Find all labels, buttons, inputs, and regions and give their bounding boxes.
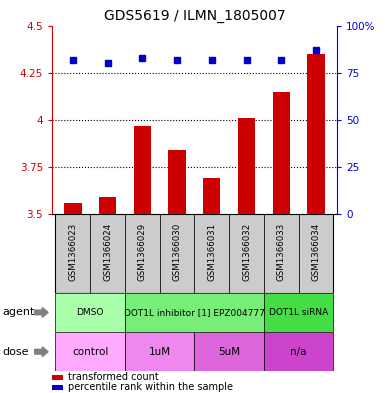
Bar bbox=[160, 214, 194, 293]
Text: GSM1366033: GSM1366033 bbox=[277, 223, 286, 281]
Text: GSM1366024: GSM1366024 bbox=[103, 223, 112, 281]
Bar bbox=[194, 332, 264, 371]
Text: GSM1366031: GSM1366031 bbox=[207, 223, 216, 281]
Text: GSM1366034: GSM1366034 bbox=[311, 223, 321, 281]
Bar bbox=[307, 54, 325, 214]
Text: GSM1366030: GSM1366030 bbox=[172, 223, 182, 281]
Bar bbox=[168, 150, 186, 214]
Title: GDS5619 / ILMN_1805007: GDS5619 / ILMN_1805007 bbox=[104, 9, 285, 23]
Bar bbox=[229, 214, 264, 293]
Text: GSM1366023: GSM1366023 bbox=[68, 223, 77, 281]
Text: DOT1L inhibitor [1] EPZ004777: DOT1L inhibitor [1] EPZ004777 bbox=[124, 308, 265, 317]
Text: GSM1366029: GSM1366029 bbox=[138, 223, 147, 281]
Bar bbox=[194, 214, 229, 293]
Bar bbox=[55, 332, 125, 371]
Bar bbox=[203, 178, 221, 214]
Bar bbox=[52, 385, 64, 389]
Bar bbox=[299, 214, 333, 293]
Text: 1uM: 1uM bbox=[149, 347, 171, 357]
Bar bbox=[52, 375, 64, 380]
Bar bbox=[125, 293, 264, 332]
Bar bbox=[264, 214, 299, 293]
Bar bbox=[125, 214, 160, 293]
Text: n/a: n/a bbox=[290, 347, 307, 357]
Text: transformed count: transformed count bbox=[68, 373, 158, 382]
Bar bbox=[238, 118, 255, 214]
Text: agent: agent bbox=[2, 307, 34, 318]
Bar bbox=[90, 214, 125, 293]
Bar bbox=[55, 293, 125, 332]
Text: percentile rank within the sample: percentile rank within the sample bbox=[68, 382, 233, 392]
Bar bbox=[134, 125, 151, 214]
Text: DOT1L siRNA: DOT1L siRNA bbox=[269, 308, 328, 317]
Text: dose: dose bbox=[2, 347, 28, 357]
Bar bbox=[273, 92, 290, 214]
Bar bbox=[99, 197, 116, 214]
Bar bbox=[55, 214, 90, 293]
Bar bbox=[125, 332, 194, 371]
Bar bbox=[264, 332, 333, 371]
Bar bbox=[64, 203, 82, 214]
Text: GSM1366032: GSM1366032 bbox=[242, 223, 251, 281]
Text: 5uM: 5uM bbox=[218, 347, 240, 357]
Text: control: control bbox=[72, 347, 109, 357]
Text: DMSO: DMSO bbox=[77, 308, 104, 317]
Bar bbox=[264, 293, 333, 332]
